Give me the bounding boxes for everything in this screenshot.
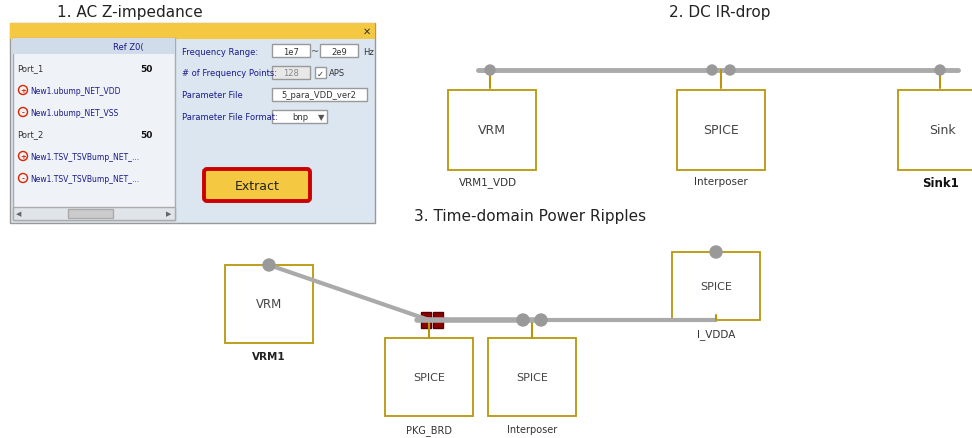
FancyBboxPatch shape — [10, 24, 375, 40]
Text: VRM: VRM — [478, 124, 506, 137]
Text: 50: 50 — [141, 130, 153, 139]
Text: +: + — [20, 154, 26, 159]
Text: Parameter File: Parameter File — [182, 91, 243, 100]
FancyBboxPatch shape — [433, 312, 443, 328]
Text: APS: APS — [329, 69, 345, 78]
Text: 5_para_VDD_ver2: 5_para_VDD_ver2 — [282, 91, 357, 100]
Text: SPICE: SPICE — [703, 124, 739, 137]
Text: Sink: Sink — [928, 124, 955, 137]
Text: SPICE: SPICE — [700, 281, 732, 291]
FancyBboxPatch shape — [672, 252, 760, 320]
FancyBboxPatch shape — [272, 89, 367, 102]
Text: -: - — [21, 176, 24, 182]
Circle shape — [517, 314, 529, 326]
FancyBboxPatch shape — [204, 170, 310, 201]
Text: Port_2: Port_2 — [17, 130, 43, 139]
Text: New1.ubump_NET_VDD: New1.ubump_NET_VDD — [30, 86, 121, 95]
Text: Parameter File Format:: Parameter File Format: — [182, 113, 278, 122]
Circle shape — [485, 66, 495, 76]
Text: 2e9: 2e9 — [331, 47, 347, 57]
Text: VRM: VRM — [256, 298, 282, 311]
Text: Hz: Hz — [363, 47, 374, 57]
Text: Ref Z0(: Ref Z0( — [113, 42, 144, 51]
Text: 50: 50 — [141, 64, 153, 73]
Text: VRM1: VRM1 — [252, 351, 286, 361]
FancyBboxPatch shape — [68, 209, 113, 219]
Text: 3. Time-domain Power Ripples: 3. Time-domain Power Ripples — [414, 209, 646, 224]
FancyBboxPatch shape — [488, 338, 576, 416]
Text: ▼: ▼ — [318, 113, 325, 122]
Text: Interposer: Interposer — [506, 424, 557, 434]
Text: ▶: ▶ — [166, 211, 172, 217]
FancyBboxPatch shape — [677, 91, 765, 171]
Text: Sink1: Sink1 — [921, 177, 958, 190]
FancyBboxPatch shape — [898, 91, 972, 171]
FancyBboxPatch shape — [272, 45, 310, 58]
Circle shape — [725, 66, 735, 76]
Text: 128: 128 — [283, 69, 299, 78]
Circle shape — [935, 66, 945, 76]
Circle shape — [535, 314, 547, 326]
Circle shape — [263, 259, 275, 272]
Text: Interposer: Interposer — [694, 177, 747, 187]
Text: ◀: ◀ — [17, 211, 21, 217]
Text: ✕: ✕ — [363, 27, 371, 37]
FancyBboxPatch shape — [421, 312, 431, 328]
Text: # of Frequency Points:: # of Frequency Points: — [182, 69, 277, 78]
Text: bnp: bnp — [292, 113, 308, 122]
FancyBboxPatch shape — [10, 24, 375, 223]
Text: New1.TSV_TSVBump_NET_...: New1.TSV_TSVBump_NET_... — [30, 174, 139, 183]
Circle shape — [710, 247, 722, 258]
Text: SPICE: SPICE — [413, 372, 445, 382]
Text: ~: ~ — [311, 47, 319, 57]
Text: SPICE: SPICE — [516, 372, 548, 382]
Text: VRM1_VDD: VRM1_VDD — [459, 177, 517, 187]
FancyBboxPatch shape — [320, 45, 358, 58]
Text: Port_1: Port_1 — [17, 64, 43, 73]
FancyBboxPatch shape — [315, 68, 326, 79]
FancyBboxPatch shape — [272, 111, 327, 124]
FancyBboxPatch shape — [272, 67, 310, 80]
Text: 1e7: 1e7 — [283, 47, 299, 57]
Text: PKG_BRD: PKG_BRD — [406, 424, 452, 435]
Text: 2. DC IR-drop: 2. DC IR-drop — [670, 4, 771, 19]
Text: ✓: ✓ — [317, 69, 324, 78]
Text: Frequency Range:: Frequency Range: — [182, 47, 259, 57]
FancyBboxPatch shape — [13, 208, 175, 220]
Text: 1. AC Z-impedance: 1. AC Z-impedance — [57, 4, 203, 19]
Text: I_VDDA: I_VDDA — [697, 328, 735, 339]
Circle shape — [707, 66, 717, 76]
FancyBboxPatch shape — [448, 91, 536, 171]
Text: New1.TSV_TSVBump_NET_...: New1.TSV_TSVBump_NET_... — [30, 152, 139, 161]
Text: +: + — [20, 88, 26, 94]
Text: -: - — [21, 110, 24, 116]
Text: Extract: Extract — [234, 179, 279, 192]
FancyBboxPatch shape — [13, 39, 175, 220]
FancyBboxPatch shape — [13, 39, 175, 55]
Text: New1.ubump_NET_VSS: New1.ubump_NET_VSS — [30, 108, 119, 117]
FancyBboxPatch shape — [225, 265, 313, 343]
FancyBboxPatch shape — [385, 338, 473, 416]
